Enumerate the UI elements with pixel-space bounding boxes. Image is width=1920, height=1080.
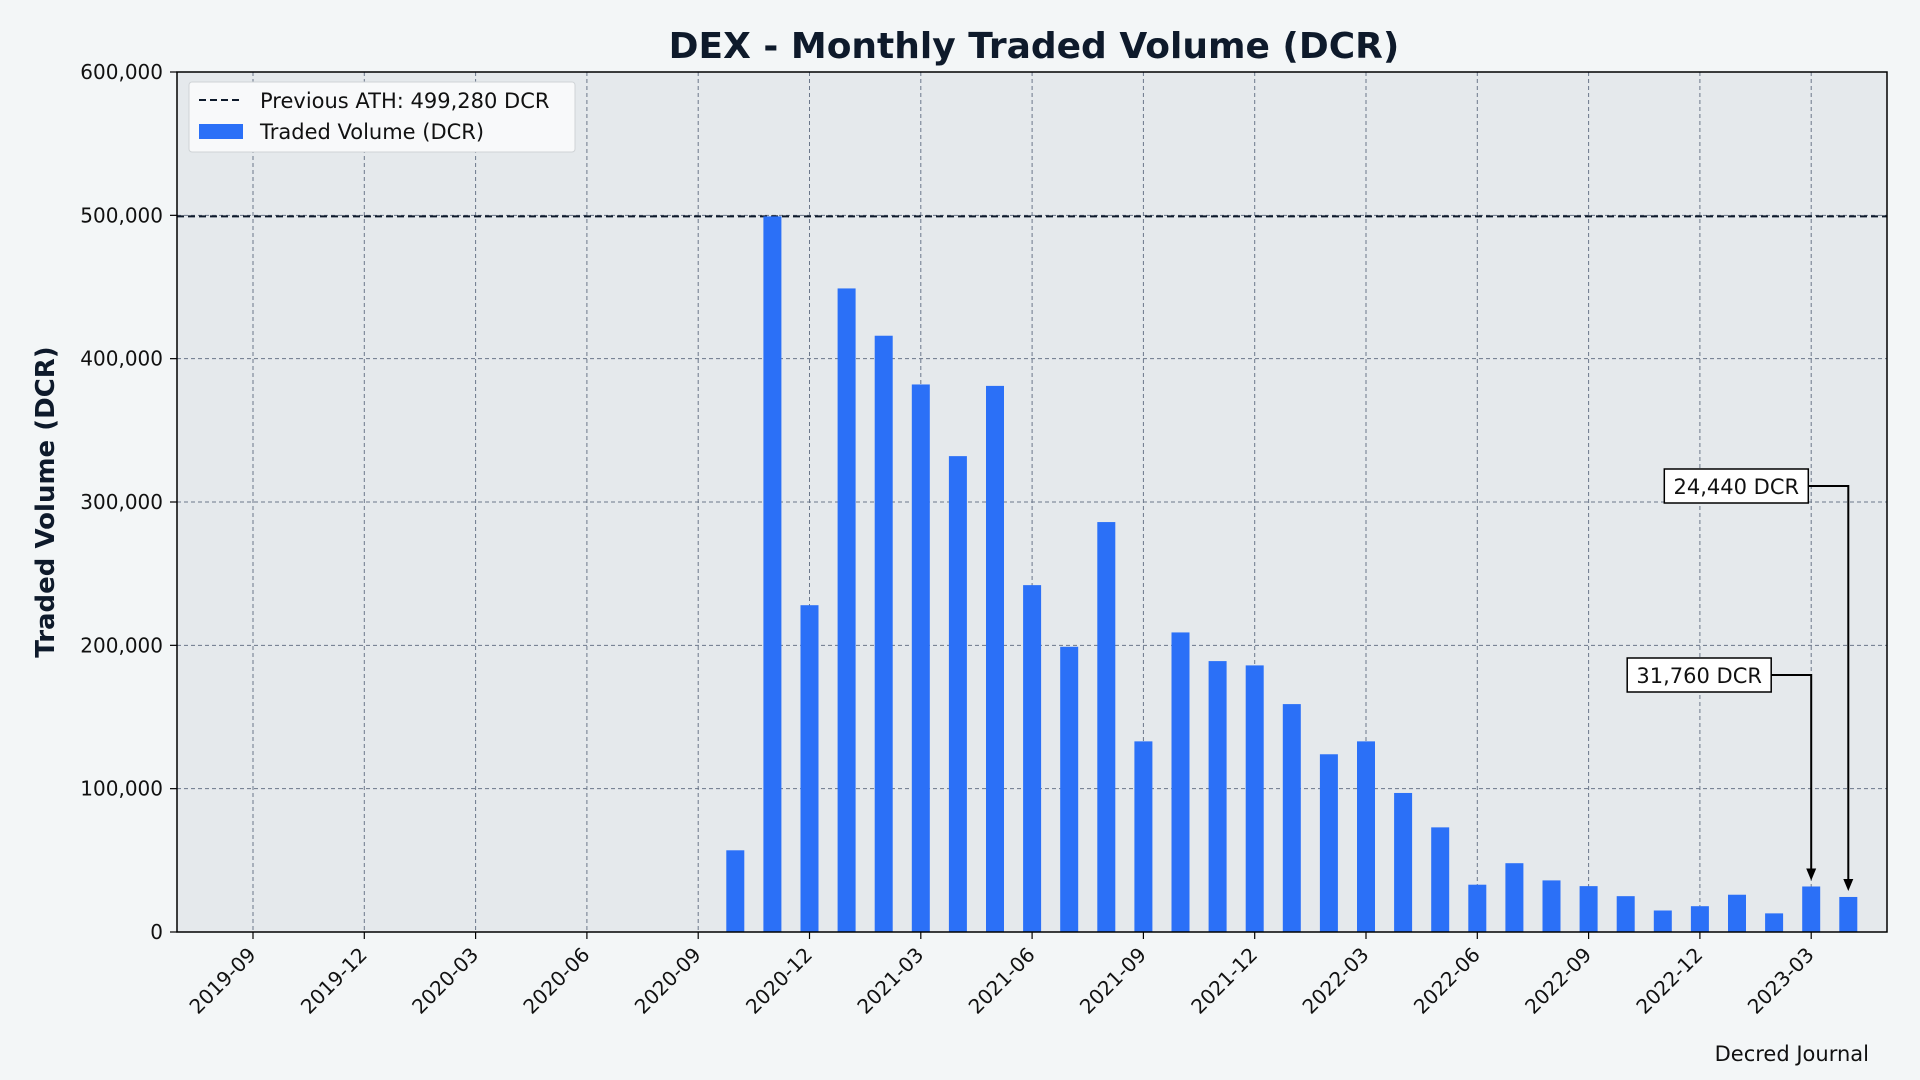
annotation-arrowhead <box>1843 878 1854 891</box>
x-tick-label: 2022-12 <box>1631 943 1707 1019</box>
bar <box>1134 741 1153 932</box>
bar <box>1097 522 1116 932</box>
y-axis: 0 100,000 200,000 300,000 400,000 500,000 600,… <box>80 60 177 944</box>
bar <box>1282 704 1301 932</box>
bar <box>1208 661 1227 932</box>
legend-item-volume: Traded Volume (DCR) <box>259 120 484 144</box>
legend: Previous ATH: 499,280 DCR Traded Volume … <box>188 81 576 153</box>
annotation-leader <box>1808 485 1850 887</box>
bar <box>1505 863 1524 932</box>
legend-item-ath: Previous ATH: 499,280 DCR <box>260 89 549 113</box>
bar <box>1468 884 1487 932</box>
x-tick-label: 2021-12 <box>1186 943 1262 1019</box>
legend-bar-swatch <box>199 124 243 139</box>
bar <box>986 385 1004 932</box>
x-tick-label: 2022-06 <box>1409 943 1485 1019</box>
x-tick-label: 2023-03 <box>1743 943 1819 1019</box>
bar <box>1542 880 1561 932</box>
bar <box>1653 910 1672 932</box>
legend-box <box>188 81 576 153</box>
bar <box>837 288 856 932</box>
bar <box>1579 886 1598 932</box>
bar <box>1245 665 1264 932</box>
x-tick-label: 2022-03 <box>1297 943 1373 1019</box>
x-tick-label: 2021-09 <box>1075 943 1151 1019</box>
x-axis: 2019-09 2019-12 2020-03 2020-06 2020-09 2020-… <box>184 932 1819 1019</box>
bar <box>1060 646 1079 932</box>
bar <box>1431 827 1450 932</box>
chart-title: DEX - Monthly Traded Volume (DCR) <box>669 26 1400 67</box>
x-tick-label: 2020-12 <box>741 943 817 1019</box>
bar <box>911 384 930 932</box>
annotation-box <box>1626 657 1772 693</box>
x-tick-label: 2020-06 <box>518 943 594 1019</box>
y-tick-label: 0 <box>150 920 163 944</box>
x-tick-label: 2021-06 <box>964 943 1040 1019</box>
bar <box>1765 913 1784 932</box>
x-tick-label: 2019-09 <box>184 943 260 1019</box>
credit-text: Decred Journal <box>1715 1042 1869 1066</box>
annotation-label: 31,760 DCR <box>1636 664 1762 688</box>
bar <box>1690 906 1709 932</box>
bar <box>948 456 967 932</box>
bar <box>1394 792 1413 932</box>
x-tick-label: 2022-09 <box>1520 943 1596 1019</box>
bars <box>726 216 1858 932</box>
y-tick-label: 600,000 <box>80 60 163 84</box>
bar <box>1171 632 1190 932</box>
y-axis-label: Traded Volume (DCR) <box>31 346 61 657</box>
x-tick-label: 2020-09 <box>630 943 706 1019</box>
bar <box>763 216 782 932</box>
bar <box>1319 754 1338 932</box>
bar <box>1839 896 1858 932</box>
x-tick-label: 2021-03 <box>852 943 928 1019</box>
bar <box>874 335 893 932</box>
bar <box>726 850 745 932</box>
y-tick-label: 300,000 <box>80 490 163 514</box>
annotation-label: 24,440 DCR <box>1674 475 1800 499</box>
bar <box>1023 585 1042 932</box>
x-tick-label: 2019-12 <box>296 943 372 1019</box>
y-tick-label: 200,000 <box>80 633 163 657</box>
bar <box>1357 741 1375 932</box>
annotation-arrowhead <box>1806 868 1817 881</box>
y-tick-label: 500,000 <box>80 203 163 227</box>
annotations: 31,760 DCR 24,440 DCR <box>1626 468 1854 891</box>
bar <box>1616 896 1635 932</box>
y-tick-label: 100,000 <box>80 777 163 801</box>
bar <box>800 605 819 932</box>
x-tick-label: 2020-03 <box>407 943 483 1019</box>
y-tick-label: 400,000 <box>80 347 163 371</box>
annotation-box <box>1663 468 1810 504</box>
annotation-leader <box>1771 674 1813 877</box>
bar <box>1802 886 1821 932</box>
bar <box>1728 894 1746 932</box>
